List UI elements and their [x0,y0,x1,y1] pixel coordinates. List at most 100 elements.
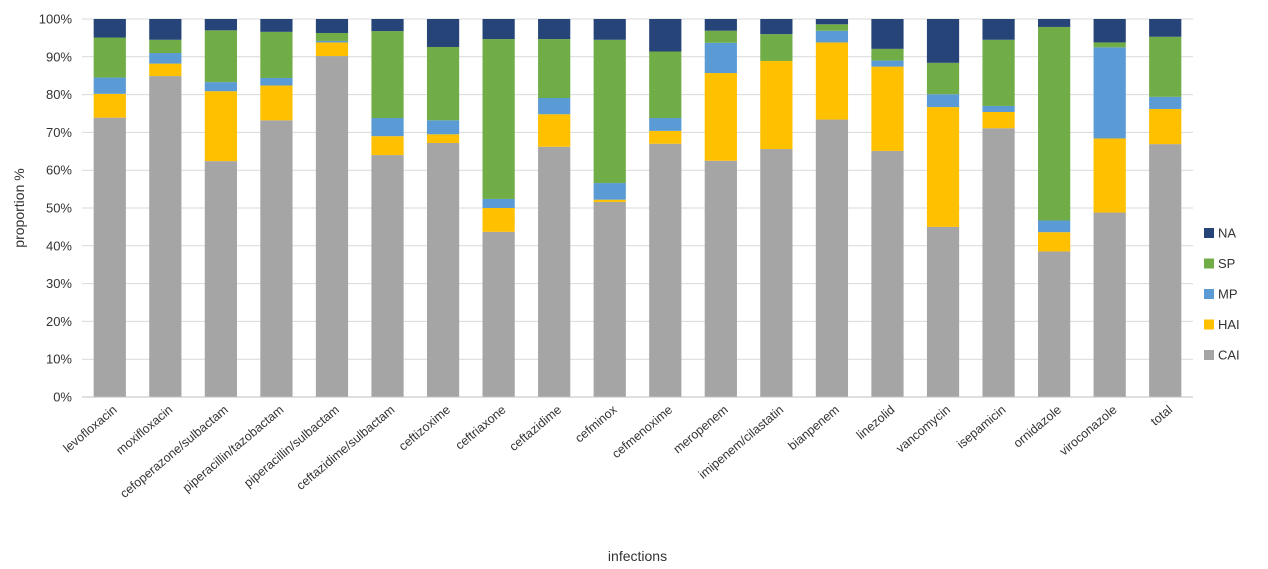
bar-segment-sp [760,34,793,61]
bar-segment-hai [426,134,460,143]
y-tick-label: 50% [46,201,72,216]
bar-segment-na [815,19,849,25]
x-axis-title: infections [608,548,667,564]
bar-segment-sp [315,32,349,41]
bar-stack [760,19,793,397]
bar-segment-mp [871,60,904,67]
x-category-label: ceftizoxime [396,403,453,454]
legend-swatch-na [1204,228,1214,238]
y-axis-title: proportion % [11,168,27,247]
bar-segment-cai [260,120,293,397]
legend-label-na: NA [1218,226,1236,241]
bar-segment-hai [649,130,682,144]
legend-label-cai: CAI [1218,348,1240,363]
x-category-label: piperacillin/sulbactam [241,403,342,491]
x-category-label: bianpenem [785,403,841,453]
legend-swatch-cai [1204,350,1214,360]
x-category-label: viroconazole [1057,403,1120,459]
bar-segment-na [1149,19,1182,37]
bar-segment-mp [982,105,1015,112]
bar-segment-mp [482,198,515,208]
bar-segment-hai [871,66,904,151]
bar-segment-hai [1093,138,1126,213]
bar-segment-mp [204,82,237,92]
y-tick-label: 60% [46,163,72,178]
bar-segment-cai [982,128,1015,397]
bar-segment-mp [649,118,682,131]
bar-segment-cai [371,155,404,397]
x-category-label: ceftriaxone [453,403,509,453]
bar-segment-mp [926,94,960,108]
bar-segment-na [871,19,904,49]
bar-segment-mp [426,120,460,135]
bar-segment-mp [593,183,626,200]
y-tick-label: 30% [46,276,72,291]
x-category-label: linezolid [854,403,898,443]
bar-segment-sp [482,39,515,199]
bar-segment-cai [204,161,237,397]
bar-stack [204,19,237,397]
bar-segment-sp [982,39,1015,106]
bar-segment-na [204,19,237,31]
bar-segment-hai [760,60,793,150]
legend-swatch-hai [1204,319,1214,330]
bar-segment-hai [593,199,626,202]
bar-stack [704,19,737,397]
bar-segment-cai [704,160,737,397]
bar-segment-na [593,19,626,40]
y-tick-label: 70% [46,125,72,140]
bar-segment-sp [260,31,293,78]
bar-segment-sp [815,24,849,31]
bar-segment-hai [482,208,515,232]
bar-segment-na [260,19,293,32]
bar-segment-na [926,19,960,63]
bar-segment-sp [93,37,126,78]
bar-segment-cai [1093,212,1126,397]
x-category-label: levofloxacin [61,403,120,456]
bar-segment-cai [926,226,960,397]
bar-segment-na [371,19,404,32]
bar-segment-cai [815,119,849,397]
bar-segment-sp [704,30,737,43]
legend-swatch-sp [1204,258,1214,269]
bar-segment-cai [760,149,793,397]
bar-segment-hai [371,136,404,156]
legend-swatch-mp [1204,289,1214,299]
bar-stack [426,19,460,397]
bar-segment-cai [315,56,349,397]
bar-stack [593,19,626,397]
bar-stack [1093,19,1126,397]
bar-segment-sp [649,51,682,119]
y-tick-label: 80% [46,87,72,102]
x-category-label: cefmenoxime [609,403,675,462]
y-tick-label: 100% [39,12,73,27]
bar-stack [149,19,182,397]
bar-segment-cai [649,143,682,397]
bar-stack [649,19,682,397]
bar-segment-mp [149,53,182,64]
bar-segment-na [538,19,571,40]
bar-segment-mp [93,77,126,94]
bar-segment-sp [204,30,237,83]
bar-segment-mp [815,30,849,43]
x-category-label: total [1148,403,1175,429]
legend-label-sp: SP [1218,256,1235,271]
bar-stack [482,19,515,397]
bar-segment-cai [426,142,460,397]
bar-segment-mp [1149,96,1182,109]
bar-segment-sp [871,48,904,61]
bar-segment-na [1093,19,1126,43]
bars [93,19,1182,398]
legend-label-hai: HAI [1218,317,1240,332]
bar-segment-cai [1149,144,1182,397]
bar-segment-cai [593,201,626,397]
bar-segment-sp [1038,26,1071,221]
bar-segment-cai [1038,251,1071,397]
y-axis-tick-labels: 0% 10% 20% 30% 40% 50% 60% 70% 80% 90% 100% [39,12,73,405]
bar-segment-hai [1038,232,1071,252]
bar-segment-sp [149,39,182,54]
bar-segment-sp [926,62,960,95]
bar-stack [93,19,126,398]
y-tick-label: 10% [46,352,72,367]
